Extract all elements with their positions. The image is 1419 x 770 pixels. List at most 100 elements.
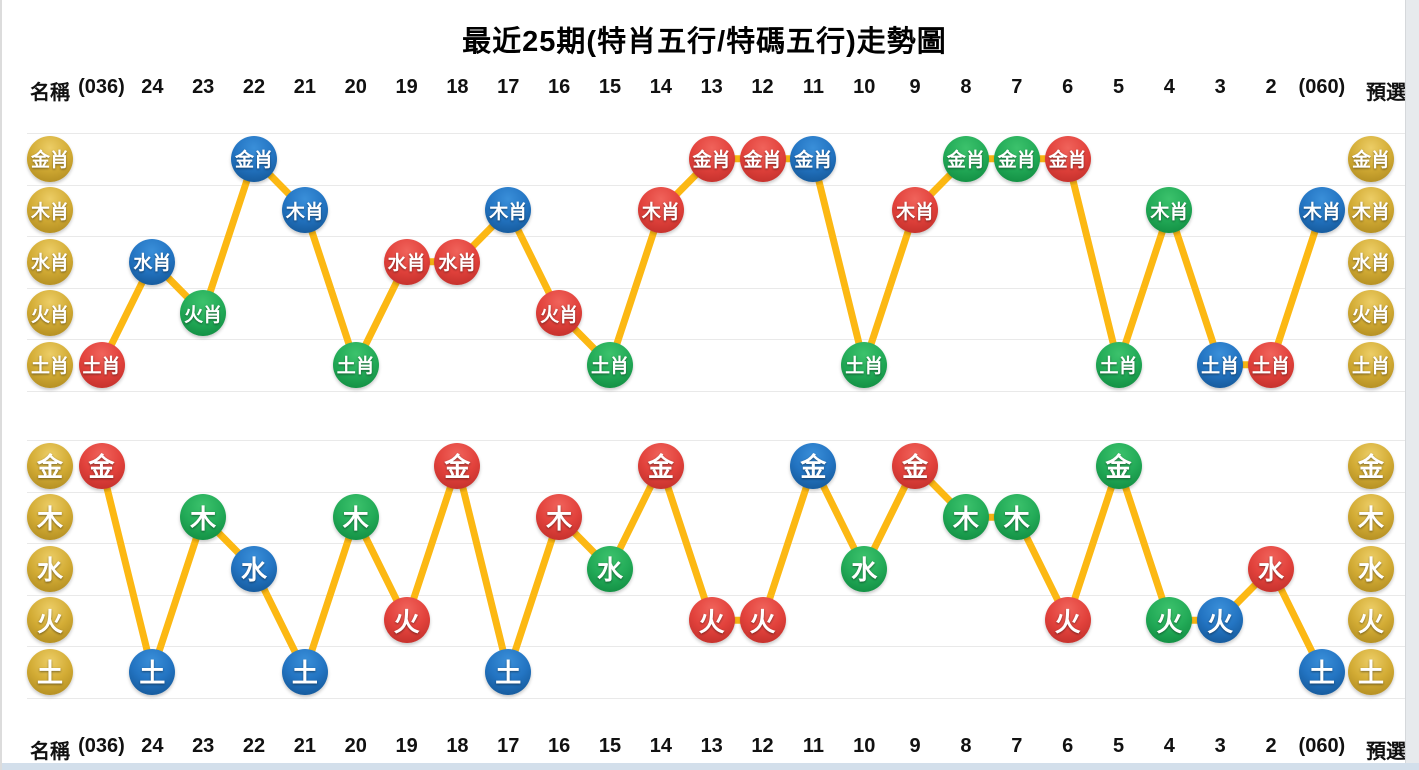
data-dot: 金 xyxy=(892,442,939,489)
data-dot: 土肖 xyxy=(332,341,379,388)
data-dot: 木肖 xyxy=(281,187,328,234)
header-cell: 2 xyxy=(1265,76,1277,98)
row-label-dot-left: 金肖 xyxy=(27,135,73,182)
horizontal-scrollbar[interactable] xyxy=(2,763,1419,770)
row-label-dot-right: 金 xyxy=(1348,442,1394,489)
row-label-dot-left: 木 xyxy=(27,494,73,541)
header-cell: 23 xyxy=(192,735,215,757)
data-dot: 水肖 xyxy=(129,238,176,285)
data-dot: 金 xyxy=(78,442,125,489)
data-dot: 金肖 xyxy=(688,135,735,182)
data-dot: 土肖 xyxy=(841,341,888,388)
header-cell: 12 xyxy=(751,76,774,98)
data-dot: 水 xyxy=(841,545,888,592)
page-title: 最近25期(特肖五行/特碼五行)走勢圖 xyxy=(462,26,947,58)
gridline xyxy=(27,236,1408,237)
data-dot: 木 xyxy=(332,494,379,541)
header-cell: 2 xyxy=(1265,735,1277,757)
gridline xyxy=(27,594,1408,596)
row-label-dot-right: 土肖 xyxy=(1348,341,1394,388)
data-dot: 土肖 xyxy=(1095,341,1142,388)
row-label-dot-right: 土 xyxy=(1348,648,1394,695)
data-dot: 火 xyxy=(383,597,430,644)
data-dot: 金肖 xyxy=(231,135,278,182)
data-dot: 木 xyxy=(180,494,227,541)
vertical-scrollbar[interactable] xyxy=(1405,0,1419,763)
header-cell: (060) xyxy=(1298,735,1346,757)
data-dot: 金肖 xyxy=(942,135,989,182)
data-dot: 木肖 xyxy=(1298,187,1345,234)
data-dot: 金 xyxy=(790,442,837,489)
header-cell: (036) xyxy=(78,76,125,98)
header-cell: 11 xyxy=(802,735,824,757)
data-dot: 土 xyxy=(485,648,532,695)
gridline xyxy=(27,390,1408,392)
row-label-dot-right: 金肖 xyxy=(1348,135,1394,182)
gridline xyxy=(27,543,1408,544)
header-cell: 18 xyxy=(446,735,469,757)
gridline xyxy=(27,133,1408,134)
row-label-dot-left: 水 xyxy=(27,545,73,592)
header-cell: 7 xyxy=(1011,735,1023,757)
header-cell: 6 xyxy=(1062,76,1074,98)
header-cell: 23 xyxy=(192,76,215,98)
header-cell: 19 xyxy=(395,76,418,98)
data-dot: 土肖 xyxy=(78,341,125,388)
data-dot: 金 xyxy=(637,442,684,489)
header-cell: 4 xyxy=(1163,76,1175,98)
header-cell: 14 xyxy=(649,735,672,757)
header-cell: 5 xyxy=(1112,735,1125,757)
header-cell: 24 xyxy=(141,735,164,757)
header-cell: 21 xyxy=(293,76,317,98)
header-cell: 15 xyxy=(598,76,622,98)
header-cell: 名稱 xyxy=(30,741,70,763)
row-label-dot-right: 火肖 xyxy=(1348,290,1394,337)
header-cell: (060) xyxy=(1298,76,1346,98)
gridline xyxy=(27,184,1408,186)
row-label-dot-left: 土 xyxy=(27,648,73,695)
data-dot: 火 xyxy=(688,597,735,644)
data-dot: 土肖 xyxy=(1248,341,1295,388)
data-dot: 土肖 xyxy=(1197,341,1244,388)
data-dot: 火 xyxy=(1044,597,1091,644)
data-dot: 水肖 xyxy=(434,238,481,285)
header-cell: 6 xyxy=(1062,735,1074,757)
header-cell: (036) xyxy=(78,735,125,757)
data-dot: 木肖 xyxy=(1146,187,1193,234)
header-cell: 名稱 xyxy=(30,82,70,104)
header-cell: 8 xyxy=(960,735,972,757)
header-cell: 8 xyxy=(960,76,972,98)
data-dot: 水 xyxy=(587,545,633,592)
gridline xyxy=(27,440,1408,441)
header-cell: 24 xyxy=(141,76,164,98)
data-dot: 金肖 xyxy=(739,135,786,182)
header-cell: 5 xyxy=(1112,76,1125,98)
data-dot: 金 xyxy=(1095,442,1142,489)
header-cell: 18 xyxy=(446,76,469,98)
row-label-dot-left: 土肖 xyxy=(27,341,73,388)
data-dot: 火 xyxy=(739,597,786,644)
header-cell: 3 xyxy=(1214,76,1226,98)
row-label-dot-left: 火肖 xyxy=(27,290,73,337)
header-cell: 10 xyxy=(853,735,876,757)
data-dot: 金肖 xyxy=(790,135,837,182)
header-cell: 預選 xyxy=(1366,82,1406,104)
row-label-dot-left: 金 xyxy=(27,442,73,489)
header-cell: 20 xyxy=(344,735,367,757)
data-dot: 木肖 xyxy=(637,187,684,234)
row-label-dot-right: 火 xyxy=(1348,597,1394,644)
data-dot: 土肖 xyxy=(587,341,633,388)
header-cell: 17 xyxy=(497,735,520,757)
header-cell: 3 xyxy=(1214,735,1226,757)
data-dot: 土 xyxy=(281,648,328,695)
gridline xyxy=(27,491,1408,493)
header-cell: 16 xyxy=(548,735,571,757)
header-cell: 22 xyxy=(242,735,266,757)
data-dot: 土 xyxy=(1298,648,1345,695)
data-dot: 木 xyxy=(536,494,583,541)
header-cell: 13 xyxy=(700,735,723,757)
data-dot: 木 xyxy=(993,494,1040,541)
data-dot: 水肖 xyxy=(383,238,430,285)
row-label-dot-left: 水肖 xyxy=(27,238,73,285)
